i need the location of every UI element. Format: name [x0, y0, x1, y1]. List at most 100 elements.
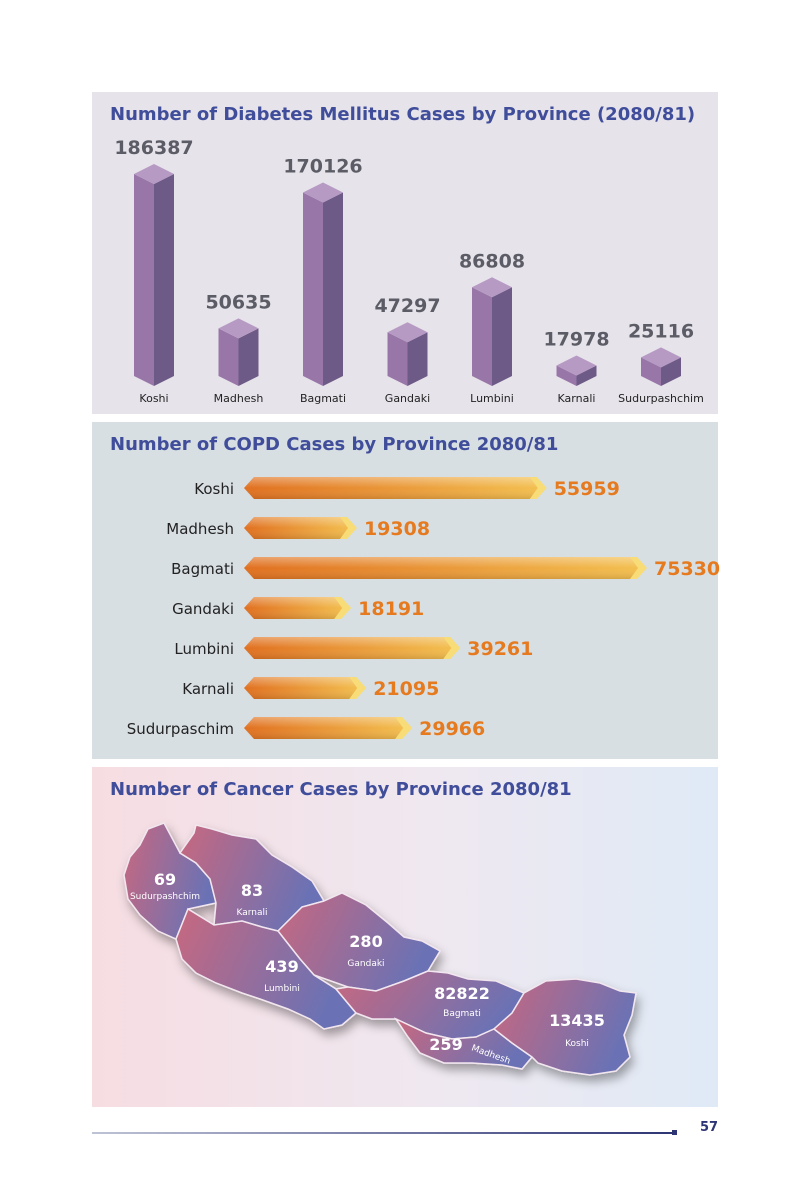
bar-shine-koshi	[244, 477, 544, 499]
bar-cap-madhesh	[339, 517, 357, 539]
bar-top-bagmati	[303, 182, 343, 203]
map-region-lumbini: Lumbini	[264, 984, 300, 994]
bar-cap-koshi	[529, 477, 547, 499]
category-label-koshi: Koshi	[139, 392, 168, 405]
category-label-lumbini: Lumbini	[174, 640, 234, 658]
map-value-bagmati: 82822	[434, 984, 490, 1003]
category-label-koshi: Koshi	[194, 480, 234, 498]
bar-front-bagmati	[303, 192, 323, 386]
map-region-karnali: Karnali	[236, 908, 267, 918]
bar-front-koshi	[134, 174, 154, 386]
map-value-koshi: 13435	[549, 1011, 605, 1030]
category-label-madhesh: Madhesh	[214, 392, 264, 405]
bar-top-madhesh	[218, 318, 259, 339]
bar-side-gandaki	[407, 332, 428, 386]
bar-cap-gandaki	[334, 597, 352, 619]
category-label-karnali: Karnali	[558, 392, 596, 405]
bar-front-lumbini	[472, 287, 492, 386]
bar-sudurpaschim	[244, 717, 413, 739]
value-label-gandaki: 18191	[358, 598, 424, 620]
bar-side-karnali	[576, 365, 597, 386]
diabetes-chart-title: Number of Diabetes Mellitus Cases by Pro…	[110, 104, 696, 125]
value-label-madhesh: 19308	[364, 518, 430, 540]
map-region-bagmati: Bagmati	[443, 1009, 481, 1019]
diabetes-panel: Number of Diabetes Mellitus Cases by Pro…	[92, 92, 718, 414]
bar-madhesh	[244, 517, 357, 539]
bar-madhesh	[218, 318, 259, 386]
map-region-sudurpashchim: Sudurpashchim	[130, 892, 200, 902]
bar-gandaki	[244, 597, 352, 619]
category-label-lumbini: Lumbini	[470, 392, 514, 405]
diabetes-bar-chart: 186387 Koshi 50635 Madhesh 170126 Bagmati 4729…	[114, 137, 704, 405]
bar-side-madhesh	[238, 328, 259, 386]
bar-karnali	[556, 355, 597, 386]
bar-koshi	[244, 477, 547, 499]
bar-cap-bagmati	[630, 557, 647, 579]
bar-shine-karnali	[244, 677, 364, 699]
bar-side-lumbini	[492, 287, 512, 386]
value-label-lumbini: 86808	[459, 250, 525, 272]
value-label-karnali: 21095	[373, 678, 439, 700]
value-label-bagmati: 75330	[654, 558, 720, 580]
category-label-bagmati: Bagmati	[300, 392, 346, 405]
value-label-madhesh: 50635	[205, 291, 271, 313]
map-value-lumbini: 439	[265, 957, 298, 976]
map-value-gandaki: 280	[349, 932, 382, 951]
bar-front-madhesh	[218, 328, 239, 386]
bar-shine-gandaki	[244, 597, 349, 619]
bar-lumbini	[472, 277, 512, 386]
province-koshi	[492, 978, 637, 1076]
bar-top-gandaki	[387, 322, 428, 343]
bar-bagmati	[244, 557, 647, 579]
value-label-bagmati: 170126	[283, 155, 362, 177]
bar-front-gandaki	[387, 332, 408, 386]
copd-panel: Number of COPD Cases by Province 2080/81…	[92, 422, 720, 759]
copd-bar-chart: Koshi 55959 Madhesh 19308 Bagmati 75330 Gandak…	[127, 477, 720, 740]
bar-shine-sudurpaschim	[244, 717, 410, 739]
category-label-bagmati: Bagmati	[171, 560, 234, 578]
bar-sudurpashchim	[641, 347, 681, 386]
page-number: 57	[700, 1120, 719, 1135]
bar-cap-karnali	[349, 677, 367, 699]
bar-front-sudurpashchim	[641, 357, 661, 386]
bar-shine-madhesh	[244, 517, 354, 539]
copd-chart-title: Number of COPD Cases by Province 2080/81	[110, 434, 559, 455]
bar-karnali	[244, 677, 367, 699]
map-region-gandaki: Gandaki	[347, 959, 384, 969]
bar-side-koshi	[154, 174, 174, 386]
province-madhesh	[393, 1017, 534, 1070]
bar-side-bagmati	[323, 192, 343, 386]
bar-side-sudurpashchim	[661, 357, 681, 386]
bar-shine-lumbini	[244, 637, 458, 659]
cancer-chart-title: Number of Cancer Cases by Province 2080/…	[110, 779, 572, 800]
value-label-gandaki: 47297	[374, 295, 440, 317]
bar-top-lumbini	[472, 277, 512, 298]
value-label-karnali: 17978	[543, 329, 609, 351]
bar-shine-bagmati	[244, 557, 644, 579]
bar-front-karnali	[556, 365, 577, 386]
footer-dot	[672, 1130, 677, 1135]
bar-bagmati	[303, 182, 343, 386]
map-value-karnali: 83	[241, 881, 263, 900]
bar-top-koshi	[134, 164, 174, 184]
category-label-gandaki: Gandaki	[385, 392, 430, 405]
bar-koshi	[134, 164, 174, 386]
bar-top-sudurpashchim	[641, 347, 681, 368]
category-label-karnali: Karnali	[182, 680, 234, 698]
bar-cap-lumbini	[443, 637, 461, 659]
map-region-koshi: Koshi	[565, 1039, 589, 1049]
bar-cap-sudurpaschim	[395, 717, 413, 739]
footer-rule	[92, 1132, 672, 1134]
value-label-koshi: 186387	[114, 137, 193, 159]
bar-gandaki	[387, 322, 428, 386]
value-label-koshi: 55959	[554, 478, 620, 500]
category-label-sudurpashchim: Sudurpashchim	[618, 392, 704, 405]
bar-top-karnali	[556, 355, 597, 376]
category-label-madhesh: Madhesh	[166, 520, 234, 538]
cancer-panel: Number of Cancer Cases by Province 2080/…	[92, 767, 718, 1107]
category-label-sudurpaschim: Sudurpaschim	[127, 720, 234, 738]
map-value-sudurpashchim: 69	[154, 870, 176, 889]
map-value-madhesh: 259	[429, 1035, 462, 1054]
bar-lumbini	[244, 637, 461, 659]
province-lumbini	[175, 907, 358, 1030]
